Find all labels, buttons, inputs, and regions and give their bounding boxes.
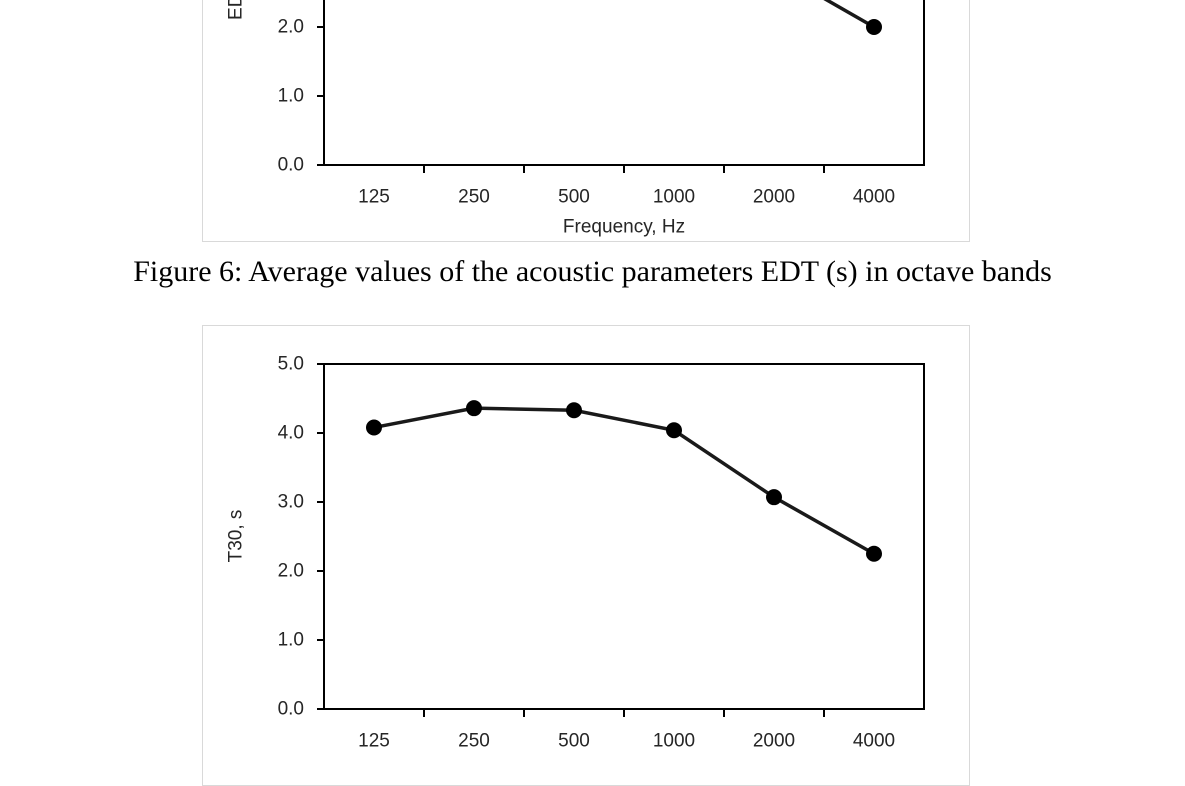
x-tick-label: 1000 [652, 730, 696, 752]
t30-y-axis-title: T30, s [225, 509, 247, 563]
x-tick-label: 1000 [652, 186, 696, 208]
x-tick-label: 125 [358, 186, 390, 208]
y-tick-label: 4.0 [277, 422, 304, 444]
x-tick-label: 125 [358, 730, 390, 752]
data-point-marker [466, 400, 482, 417]
x-tick-label: 4000 [852, 730, 896, 752]
x-tick-label: 2000 [752, 730, 796, 752]
data-point-marker [766, 489, 782, 506]
edt-plot-area [317, 0, 925, 173]
y-tick-label: 2.0 [277, 16, 304, 38]
x-tick-label: 500 [558, 730, 590, 752]
data-line [372, 406, 876, 556]
plot-box [323, 0, 925, 166]
x-tick-label: 2000 [752, 186, 796, 208]
x-tick-label: 4000 [852, 186, 896, 208]
data-point-marker [866, 19, 882, 35]
t30-plot-area [317, 363, 925, 717]
y-tick-label: 1.0 [277, 629, 304, 651]
y-tick-label: 5.0 [277, 353, 304, 375]
edt-x-axis-title: Frequency, Hz [562, 216, 686, 238]
y-tick-label: 3.0 [277, 491, 304, 513]
x-tick-label: 250 [458, 730, 490, 752]
figure-caption: Figure 6: Average values of the acoustic… [133, 255, 1052, 288]
x-tick-label: 500 [558, 186, 590, 208]
plot-box [323, 363, 925, 710]
data-point-marker [666, 422, 682, 439]
x-tick-label: 250 [458, 186, 490, 208]
y-tick-label: 0.0 [277, 154, 304, 176]
y-tick-label: 2.0 [277, 560, 304, 582]
t30-chart-figure: T30, s 0.0 1.0 2.0 3.0 4.0 5.0 125 250 500 1000 20… [202, 325, 970, 786]
edt-y-axis-title: EDT, s [226, 0, 247, 20]
y-tick-label: 0.0 [277, 698, 304, 720]
data-point-marker [366, 419, 382, 436]
data-point-marker [866, 545, 882, 562]
data-line [823, 0, 876, 29]
edt-chart-figure: EDT, s Frequency, Hz 0.01.02.03.04.05.01… [202, 0, 970, 242]
y-tick-label: 1.0 [277, 85, 304, 107]
data-point-marker [566, 402, 582, 419]
